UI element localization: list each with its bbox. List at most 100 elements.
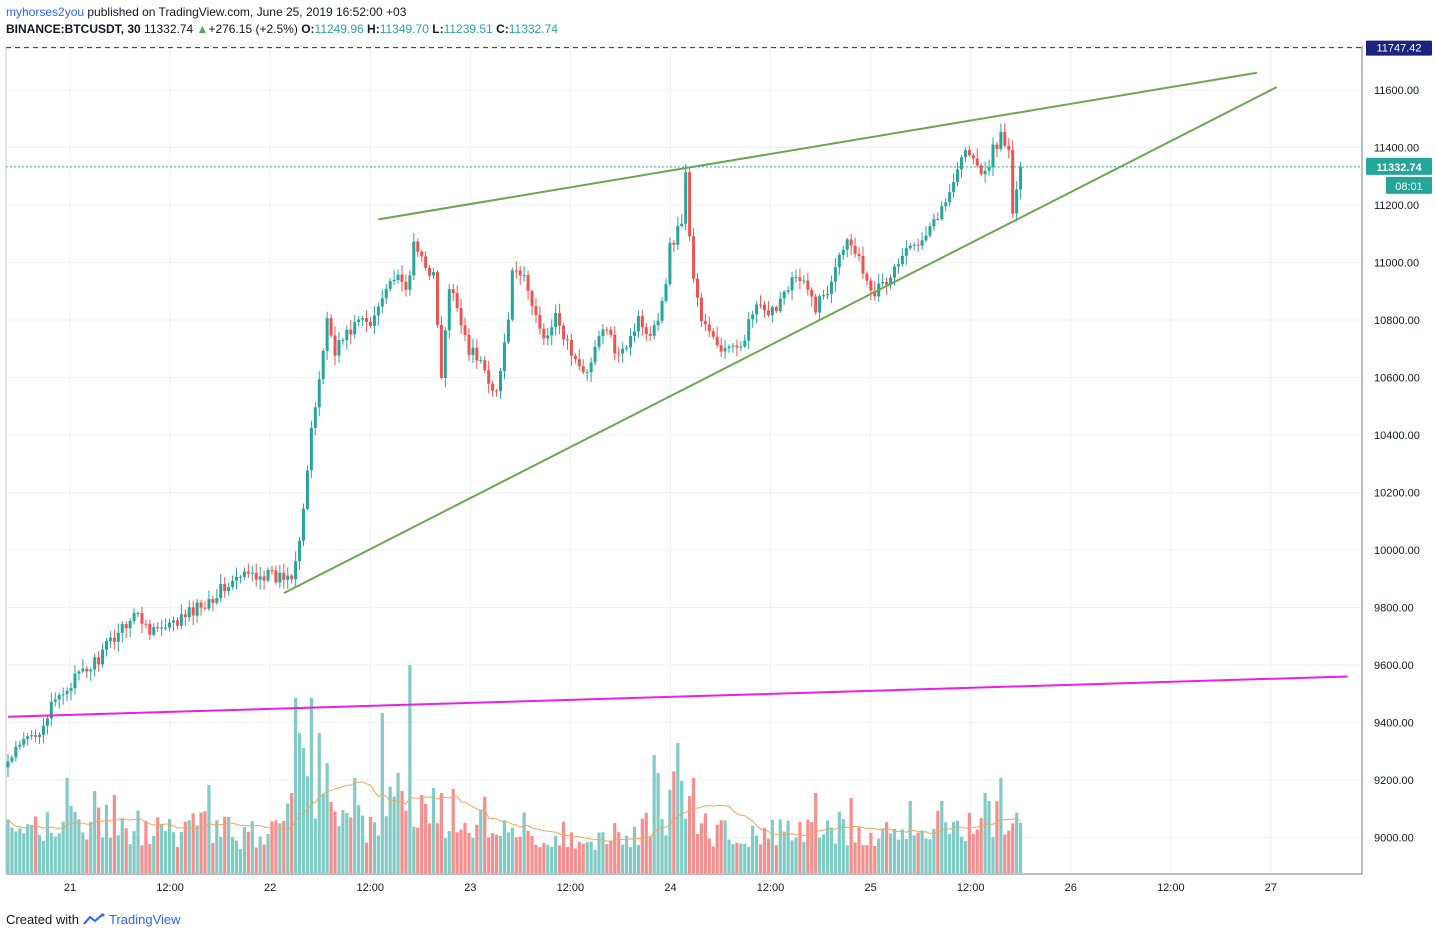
close-value: 11332.74 <box>508 22 558 36</box>
candle-body <box>774 307 778 312</box>
candle-body <box>384 288 388 299</box>
candle-body <box>790 277 794 291</box>
candle-body <box>116 632 120 642</box>
volume-bar <box>565 846 570 873</box>
symbol-label[interactable]: BINANCE:BTCUSDT, 30 <box>6 22 141 36</box>
candle-body <box>152 627 156 635</box>
candle-body <box>530 290 534 307</box>
username-link[interactable]: myhorses2you <box>6 5 85 19</box>
candle-body <box>916 244 920 246</box>
candle-body <box>38 734 42 737</box>
volume-bar <box>65 778 69 873</box>
candle-body <box>518 270 522 276</box>
time-axis-label: 23 <box>464 882 476 894</box>
candle-body <box>471 347 475 355</box>
volume-bar <box>601 832 605 873</box>
candle-body <box>912 244 916 246</box>
candle-body <box>89 669 93 672</box>
volume-bar <box>459 829 463 873</box>
volume-bar <box>621 844 625 873</box>
candle-body <box>959 157 963 170</box>
volume-bar <box>416 827 420 873</box>
volume-bar <box>132 831 136 873</box>
grid-lines <box>6 46 1362 874</box>
candle-body <box>904 248 908 256</box>
price-axis-label: 11600.00 <box>1374 85 1419 97</box>
candle-body <box>861 255 865 274</box>
candle-body <box>57 694 61 700</box>
candle-body <box>818 296 822 313</box>
candle-body <box>491 383 495 391</box>
volume-bar <box>140 845 144 873</box>
candle-body <box>613 334 617 354</box>
candle-body <box>597 336 601 347</box>
candle-body <box>203 607 207 609</box>
volume-bar <box>179 832 183 873</box>
candle-body <box>128 620 132 629</box>
candle-body <box>420 251 424 257</box>
candle-body <box>242 571 246 577</box>
candlesticks <box>6 123 1023 778</box>
tradingview-brand[interactable]: TradingView <box>108 912 181 927</box>
candle-body <box>231 580 235 588</box>
candle-body <box>621 348 625 354</box>
candle-body <box>699 297 703 322</box>
candle-body <box>983 170 987 175</box>
volume-bar <box>944 822 948 873</box>
candle-body <box>896 264 900 267</box>
volume-bar <box>877 838 881 873</box>
volume-bar <box>975 829 979 873</box>
candle-body <box>305 470 309 509</box>
candle-body <box>81 668 85 672</box>
candle-body <box>439 324 443 379</box>
volume-bar <box>160 823 164 873</box>
candle-body <box>644 327 648 335</box>
trendline-lower-support[interactable] <box>283 86 1278 595</box>
candle-body <box>900 255 904 265</box>
volume-bar <box>89 821 93 873</box>
candle-body <box>971 155 975 159</box>
time-axis-label: 27 <box>1265 882 1277 894</box>
volume-bar <box>73 811 77 873</box>
candle-body <box>428 267 432 276</box>
candle-body <box>392 279 396 282</box>
trendline-upper-resistance[interactable] <box>378 71 1258 221</box>
volume-bar <box>585 842 589 873</box>
volume-bar <box>404 810 408 873</box>
time-axis-label: 12:00 <box>957 882 985 894</box>
volume-bar <box>400 791 404 873</box>
volume-bar <box>412 826 416 873</box>
candle-body <box>963 150 967 158</box>
candle-body <box>435 272 439 325</box>
volume-bar <box>908 801 912 873</box>
candle-body <box>49 701 53 719</box>
candle-body <box>85 668 89 672</box>
volume-bar <box>112 795 116 873</box>
candle-body <box>936 219 940 221</box>
candle-body <box>77 671 81 674</box>
candle-body <box>999 132 1003 149</box>
candle-body <box>258 576 262 580</box>
candle-body <box>510 270 514 320</box>
candle-body <box>703 321 707 325</box>
volume-bar <box>396 773 400 873</box>
candle-body <box>424 256 428 268</box>
candle-body <box>664 283 668 302</box>
volume-bar <box>577 841 581 873</box>
trendlines[interactable] <box>7 71 1348 718</box>
candle-body <box>987 167 991 171</box>
candle-body <box>762 304 766 311</box>
candle-body <box>463 325 467 335</box>
volume-bar <box>136 810 140 873</box>
trendline-long-term-support[interactable] <box>7 675 1348 718</box>
volume-bar <box>435 823 440 873</box>
volume-bar <box>821 834 826 873</box>
volume-bars <box>6 665 1023 873</box>
candle-body <box>199 602 203 608</box>
candle-body <box>53 699 57 702</box>
volume-bar <box>632 826 637 873</box>
candle-body <box>956 169 960 183</box>
candle-body <box>723 348 727 352</box>
volume-bar <box>959 836 964 873</box>
